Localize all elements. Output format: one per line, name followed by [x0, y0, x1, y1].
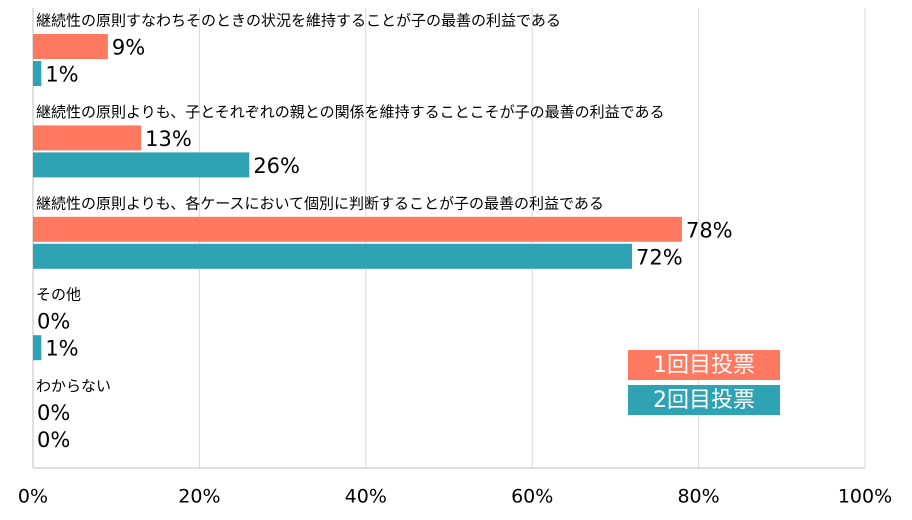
category-label: わからない: [36, 377, 111, 395]
legend-swatch: [628, 385, 780, 415]
value-label: 1%: [45, 63, 78, 87]
value-label: 9%: [112, 36, 145, 60]
value-label: 0%: [37, 401, 70, 425]
bar: [33, 152, 250, 178]
x-tick-label: 80%: [677, 486, 719, 508]
x-tick-label: 60%: [511, 486, 553, 508]
x-tick-label: 40%: [345, 486, 387, 508]
legend-label: 2回目投票: [653, 388, 755, 413]
bar: [33, 125, 142, 151]
bar: [33, 34, 108, 59]
legend-swatch: [628, 350, 780, 380]
category-label: 継続性の原則よりも、各ケースにおいて個別に判断することが子の最善の利益である: [36, 194, 604, 212]
x-tick-label: 20%: [178, 486, 220, 508]
category-label: 継続性の原則よりも、子とそれぞれの親との関係を維持することこそが子の最善の利益で…: [36, 103, 665, 121]
bar: [33, 61, 42, 86]
bar: [33, 243, 633, 269]
value-label: 13%: [145, 127, 192, 151]
bar: [33, 335, 42, 361]
category-label: その他: [36, 286, 81, 304]
x-tick-label: 100%: [838, 486, 892, 508]
value-label: 1%: [45, 337, 78, 361]
x-tick-label: 0%: [18, 486, 48, 508]
value-label: 0%: [37, 310, 70, 334]
bar: [33, 216, 682, 242]
value-label: 78%: [686, 218, 733, 242]
category-label: 継続性の原則すなわちそのときの状況を維持することが子の最善の利益である: [36, 12, 561, 30]
value-label: 26%: [253, 154, 300, 178]
legend-label: 1回目投票: [653, 353, 755, 378]
value-label: 0%: [37, 428, 70, 452]
value-label: 72%: [636, 245, 683, 269]
